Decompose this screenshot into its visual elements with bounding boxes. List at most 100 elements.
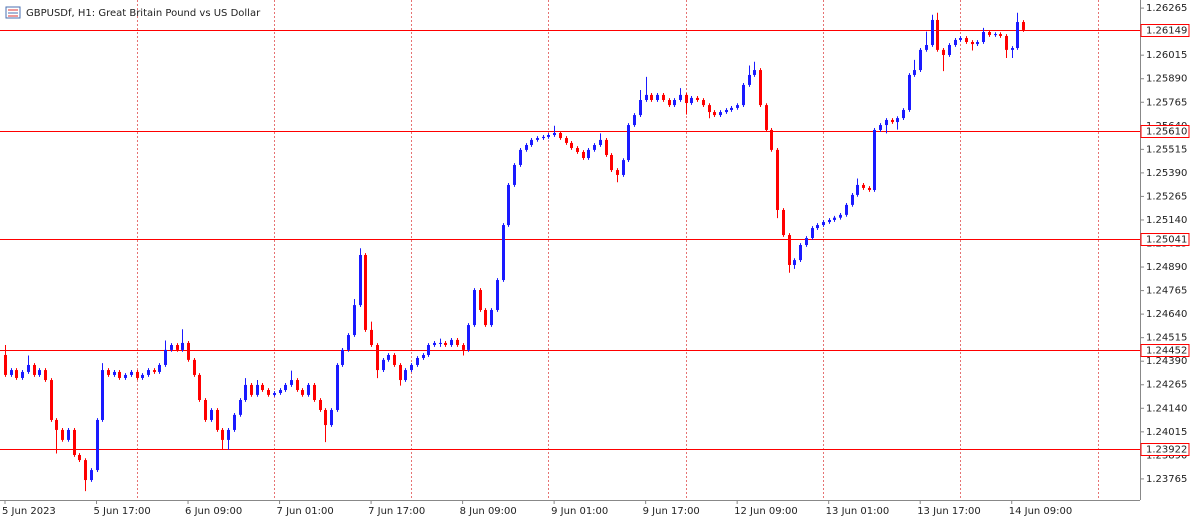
candle-body <box>279 390 282 394</box>
candle-body <box>730 107 733 110</box>
candle-body <box>364 254 367 330</box>
candle-body <box>296 380 299 391</box>
y-tick-label: 1.24515 <box>1146 333 1187 344</box>
candle-body <box>753 70 756 75</box>
candle-body <box>770 129 773 150</box>
level-label: 1.24452 <box>1146 346 1187 357</box>
level-label-box <box>1140 24 1190 37</box>
candle-body <box>21 371 24 378</box>
candle-body <box>210 409 213 420</box>
candle-body <box>536 138 539 140</box>
y-tick-label: 1.24765 <box>1146 286 1187 297</box>
candle-body <box>530 139 533 146</box>
candle-body <box>765 105 768 130</box>
candle-body <box>256 384 259 395</box>
candle-body <box>925 45 928 50</box>
candle-body <box>204 400 207 420</box>
x-tick-label: 7 Jun 17:00 <box>368 506 425 517</box>
candle-body <box>44 370 47 381</box>
candle-body <box>27 364 30 372</box>
candle-body <box>902 109 905 119</box>
level-label-box <box>1140 125 1190 138</box>
candle-body <box>908 74 911 110</box>
candle-body <box>370 329 373 346</box>
y-tick-label: 1.24265 <box>1146 380 1187 391</box>
x-tick-label: 13 Jun 01:00 <box>826 506 890 517</box>
candle-body <box>570 142 573 149</box>
candle-body <box>639 100 642 116</box>
candle-body <box>616 170 619 175</box>
candle-body <box>868 187 871 191</box>
candle-body <box>301 390 304 395</box>
candle-body <box>708 105 711 113</box>
candle-body <box>891 119 894 123</box>
candle-body <box>742 84 745 106</box>
level-label: 1.26149 <box>1146 26 1187 37</box>
candle-body <box>387 354 390 360</box>
x-tick-label: 9 Jun 01:00 <box>551 506 608 517</box>
candle-body <box>685 94 688 104</box>
candle-body <box>645 94 648 100</box>
x-tick-label: 12 Jun 09:00 <box>734 506 798 517</box>
candle-body <box>473 290 476 326</box>
candle-body <box>650 94 653 100</box>
candle-body <box>267 390 270 395</box>
candle-body <box>525 145 528 150</box>
level-label-box <box>1140 443 1190 456</box>
candle-body <box>1022 22 1025 30</box>
candle-body <box>313 384 316 400</box>
candle-body <box>565 138 568 143</box>
y-tick-label: 1.25390 <box>1146 168 1187 179</box>
candle-body <box>673 100 676 106</box>
candle-body <box>822 222 825 226</box>
candle-body <box>113 371 116 375</box>
candle-body <box>553 132 556 136</box>
candle-body <box>359 254 362 306</box>
candle-body <box>994 34 997 36</box>
candle-body <box>696 97 699 100</box>
candle-body <box>147 370 150 375</box>
candle-body <box>736 105 739 108</box>
candle-body <box>1005 35 1008 50</box>
candle-body <box>73 429 76 455</box>
candle-body <box>873 129 876 191</box>
x-tick-label: 8 Jun 09:00 <box>460 506 517 517</box>
candle-body <box>622 160 625 175</box>
candle-body <box>101 370 104 420</box>
candle-body <box>713 112 716 116</box>
candle-body <box>444 342 447 346</box>
candle-body <box>702 100 705 106</box>
candle-body <box>862 184 865 188</box>
candle-body <box>55 419 58 430</box>
candle-body <box>547 135 550 137</box>
candle-body <box>38 370 41 375</box>
candle-body <box>467 325 470 350</box>
candle-body <box>227 429 230 440</box>
level-label: 1.25610 <box>1146 127 1187 138</box>
candle-body <box>158 364 161 372</box>
level-label-box <box>1140 233 1190 246</box>
y-tick-label: 1.24890 <box>1146 262 1187 273</box>
candle-body <box>502 225 505 281</box>
candle-body <box>805 238 808 246</box>
x-tick-label: 13 Jun 17:00 <box>917 506 981 517</box>
candle-body <box>193 359 196 375</box>
candle-body <box>1011 48 1014 50</box>
candle-body <box>982 32 985 42</box>
candle-body <box>587 149 590 159</box>
candle-body <box>936 19 939 50</box>
candle-body <box>610 154 613 171</box>
candle-body <box>427 345 430 355</box>
candle-body <box>96 419 99 471</box>
candle-body <box>124 374 127 378</box>
y-tick-label: 1.25140 <box>1146 215 1187 226</box>
candle-body <box>78 454 81 461</box>
candle-body <box>330 409 333 426</box>
candle-body <box>187 342 190 360</box>
candle-body <box>153 370 156 372</box>
candle-body <box>662 94 665 100</box>
candle-body <box>15 370 18 378</box>
candle-body <box>84 460 87 481</box>
y-tick-label: 1.25265 <box>1146 191 1187 202</box>
candle-body <box>450 339 453 346</box>
